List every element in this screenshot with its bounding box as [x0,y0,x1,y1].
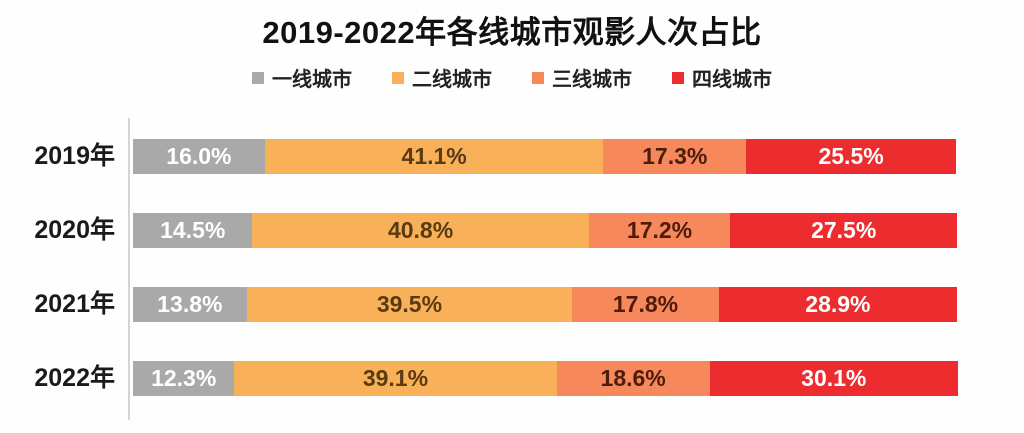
bar-segment: 12.3% [133,361,235,396]
bar-segment: 39.1% [234,361,557,396]
bar-segment: 28.9% [718,287,957,322]
legend-item: 三线城市 [532,63,632,92]
bar-track: 13.8% 39.5% 17.8% 28.9% [133,287,957,322]
legend-label: 二线城市 [412,69,492,91]
category-label: 2020年 [34,216,115,244]
bar-segment: 30.1% [709,361,958,396]
bar-segment: 17.3% [603,139,747,174]
bar-segment: 16.0% [133,139,265,174]
bar-track: 14.5% 40.8% 17.2% 27.5% [133,213,957,248]
bar-segment: 41.1% [264,139,604,174]
bar-segment: 39.5% [246,287,573,322]
bar-segment: 13.8% [133,287,247,322]
bar-track: 12.3% 39.1% 18.6% 30.1% [133,361,958,396]
bar-row: 2020年 14.5% 40.8% 17.2% 27.5% [0,213,957,248]
bar-segment: 17.2% [588,213,731,248]
y-axis-line [128,118,130,420]
chart-title: 2019-2022年各线城市观影人次占比 [262,15,762,50]
legend-item: 一线城市 [252,63,352,92]
legend-swatch-icon [532,71,544,84]
legend-item: 二线城市 [392,63,492,92]
legend-item: 四线城市 [672,63,772,92]
bar-segment: 40.8% [252,213,589,248]
bar-segment: 25.5% [746,139,957,174]
bar-segment: 17.8% [572,287,719,322]
bar-track: 16.0% 41.1% 17.3% 25.5% [133,139,957,174]
category-label: 2022年 [34,364,115,392]
legend-swatch-icon [672,71,684,84]
stacked-bar-chart: 2019年 16.0% 41.1% 17.3% 25.5% 2020年 14.5% 40.8%… [0,118,1024,420]
chart-legend: 一线城市 二线城市 三线城市 四线城市 [0,63,1024,92]
legend-label: 四线城市 [692,69,772,91]
bar-segment: 14.5% [133,213,253,248]
bar-row: 2022年 12.3% 39.1% 18.6% 30.1% [0,361,958,396]
legend-label: 一线城市 [272,69,352,91]
bar-segment: 18.6% [556,361,710,396]
category-label: 2019年 [34,142,115,170]
bar-segment: 27.5% [730,213,957,248]
legend-swatch-icon [252,71,264,84]
legend-swatch-icon [392,71,404,84]
bar-row: 2021年 13.8% 39.5% 17.8% 28.9% [0,287,957,322]
legend-label: 三线城市 [552,69,632,91]
bar-row: 2019年 16.0% 41.1% 17.3% 25.5% [0,139,957,174]
category-label: 2021年 [34,290,115,318]
